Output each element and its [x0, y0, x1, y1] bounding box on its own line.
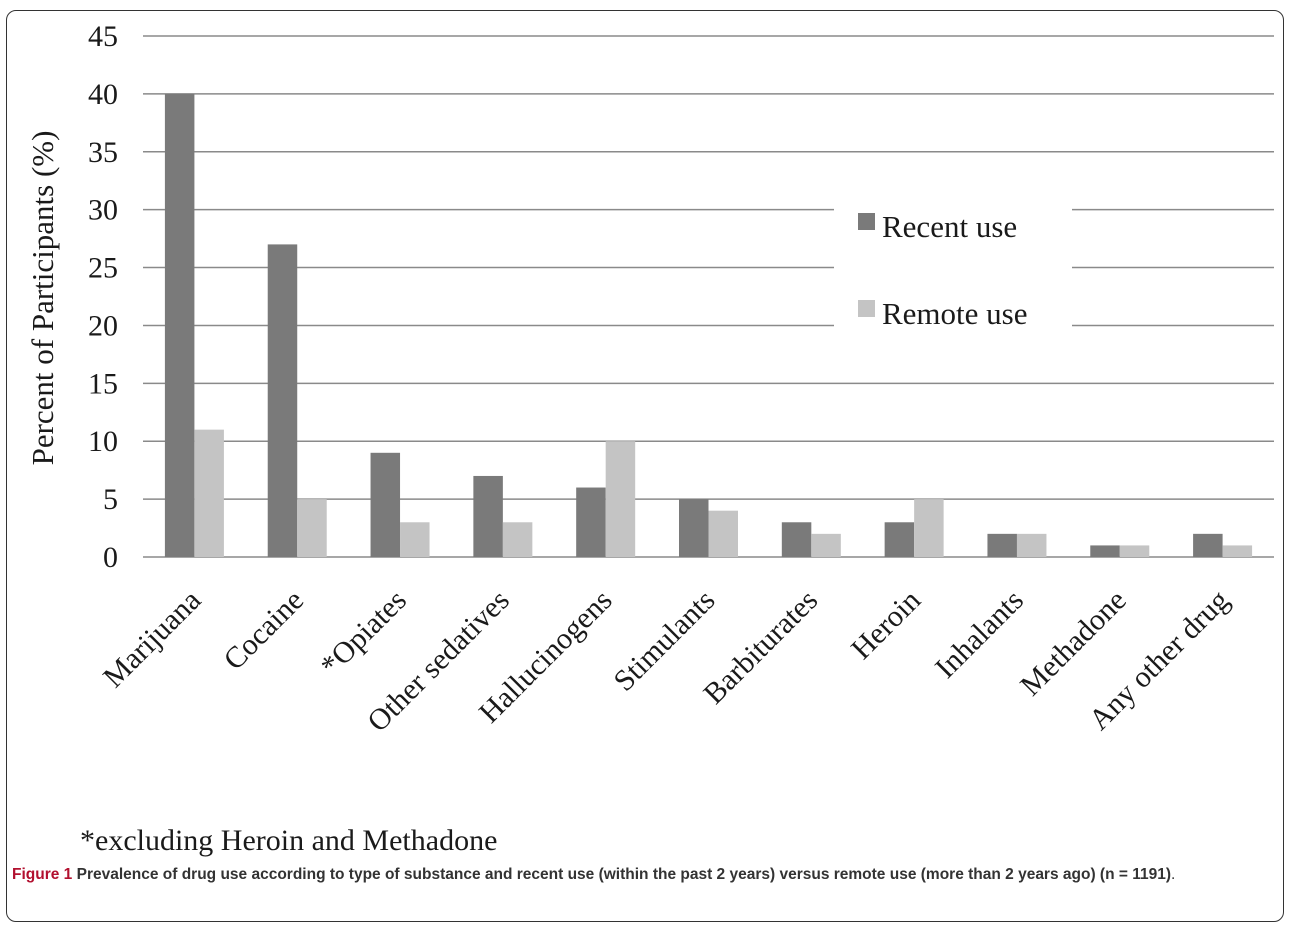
figure-frame	[6, 10, 1284, 922]
y-tick-label-45: 45	[88, 20, 118, 53]
legend-swatch-0	[858, 213, 875, 230]
bar-recent-use-6	[781, 522, 812, 557]
y-tick-label-10: 10	[88, 425, 118, 458]
bar-recent-use-8	[987, 533, 1017, 557]
legend-swatch-1	[858, 300, 875, 317]
y-tick-label-25: 25	[88, 252, 118, 285]
y-tick-label-20: 20	[88, 309, 118, 342]
x-tick-label-7: Heroin	[845, 584, 927, 666]
bar-remote-use-7	[914, 499, 944, 557]
footnote: *excluding Heroin and Methadone	[80, 824, 497, 857]
bar-remote-use-4	[605, 441, 636, 557]
y-tick-label-15: 15	[88, 367, 118, 400]
legend: Recent use Remote use	[834, 196, 1072, 346]
bar-chart: 0 5 10 15 20 25 30 35 40 45 Marijuana Cocaine *Opia…	[25, 20, 1274, 857]
bar-recent-use-10	[1193, 533, 1223, 557]
legend-label-1: Remote use	[882, 296, 1028, 331]
caption-period: .	[1171, 866, 1176, 883]
x-tick-label-2: *Opiates	[314, 584, 413, 683]
bar-recent-use-9	[1090, 545, 1120, 557]
bar-remote-use-10	[1222, 545, 1253, 557]
bar-remote-use-5	[708, 510, 738, 557]
x-tick-label-1: Cocaine	[217, 584, 310, 677]
y-axis-ticks: 0 5 10 15 20 25 30 35 40 45	[88, 20, 118, 574]
x-tick-label-0: Marijuana	[97, 584, 208, 695]
bar-recent-use-2	[370, 452, 401, 557]
bar-recent-use-4	[576, 487, 606, 557]
bar-recent-use-5	[679, 499, 709, 557]
bar-remote-use-6	[811, 533, 841, 557]
bar-recent-use-7	[884, 522, 915, 557]
gridlines	[143, 35, 1274, 558]
bar-remote-use-1	[297, 499, 327, 557]
y-axis-label: Percent of Participants (%)	[25, 131, 60, 466]
bar-remote-use-3	[502, 522, 533, 557]
bar-recent-use-0	[164, 93, 195, 557]
caption-text: Prevalence of drug use according to type…	[76, 866, 1172, 883]
bar-remote-use-9	[1119, 545, 1150, 557]
bar-recent-use-1	[267, 244, 298, 557]
bar-remote-use-8	[1016, 533, 1047, 557]
legend-label-0: Recent use	[882, 209, 1017, 244]
bar-recent-use-3	[473, 475, 503, 557]
y-tick-label-0: 0	[103, 541, 118, 574]
bar-remote-use-2	[400, 522, 430, 557]
figure-caption: Figure 1 Prevalence of drug use accordin…	[12, 864, 1276, 885]
y-tick-label-5: 5	[103, 483, 118, 516]
x-tick-label-8: Inhalants	[929, 584, 1030, 685]
y-tick-label-35: 35	[88, 136, 118, 169]
bar-remote-use-0	[194, 429, 224, 557]
figure-number: Figure 1	[12, 866, 73, 883]
y-tick-label-40: 40	[88, 78, 118, 111]
y-tick-label-30: 30	[88, 194, 118, 227]
bars	[164, 93, 1253, 557]
